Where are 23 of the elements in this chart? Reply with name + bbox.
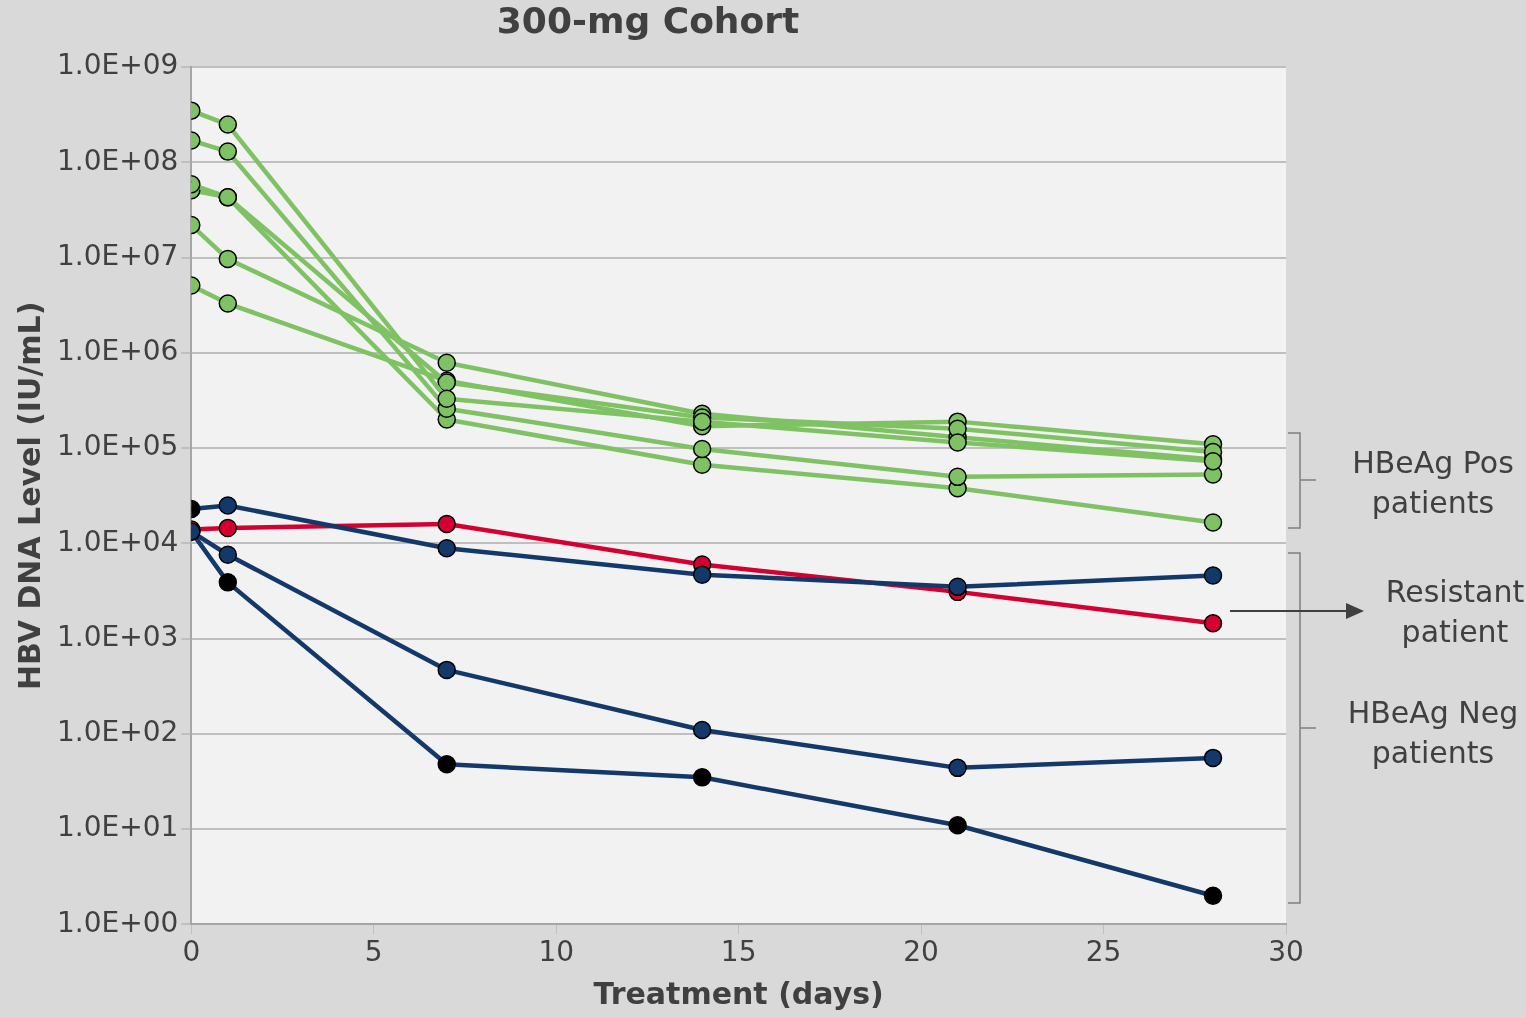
x-tick-label: 15 bbox=[720, 935, 757, 969]
x-tick-label: 20 bbox=[903, 935, 939, 969]
y-tick-label: 1.0E+04 bbox=[57, 524, 179, 558]
y-tick-label: 1.0E+09 bbox=[57, 48, 179, 82]
y-tick-label: 1.0E+08 bbox=[57, 143, 179, 177]
y-tick-label: 1.0E+06 bbox=[57, 334, 179, 368]
y-tick-label: 1.0E+07 bbox=[57, 238, 179, 272]
x-tick-label: 30 bbox=[1268, 935, 1304, 969]
y-tick-label: 1.0E+02 bbox=[57, 715, 179, 749]
y-axis-title: HBV DNA Level (IU/mL) bbox=[11, 301, 47, 691]
text: HBeAg Pos patients bbox=[1351, 444, 1515, 522]
y-tick-label: 1.0E+03 bbox=[57, 619, 179, 653]
text: HBeAg Neg patients bbox=[1346, 694, 1520, 772]
x-tick-label: 10 bbox=[538, 935, 575, 969]
chart-title: 300-mg Cohort bbox=[496, 0, 800, 41]
x-tick-label: 5 bbox=[364, 935, 383, 969]
x-tick-label: 25 bbox=[1085, 935, 1122, 969]
text: Resistant patient bbox=[1384, 573, 1526, 651]
x-axis-title: Treatment (days) bbox=[593, 975, 884, 1011]
y-tick-label: 1.0E+05 bbox=[57, 429, 179, 463]
y-tick-label: 1.0E+00 bbox=[57, 905, 179, 939]
x-tick-label: 0 bbox=[182, 935, 201, 969]
y-tick-label: 1.0E+01 bbox=[57, 810, 179, 844]
